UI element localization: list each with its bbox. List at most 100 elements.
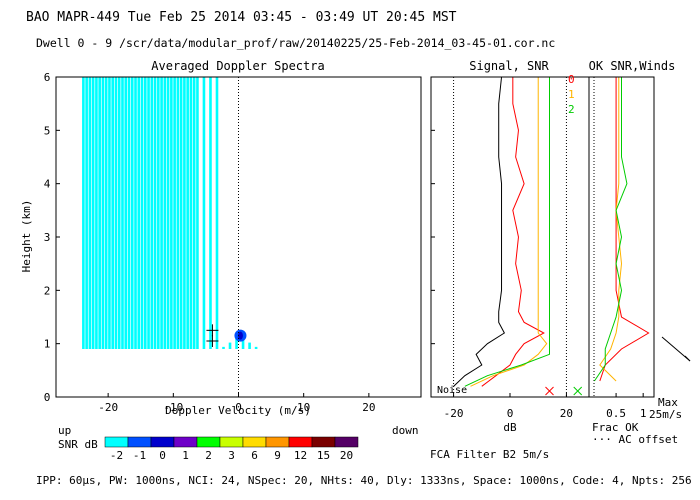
colorbar-level-label: 20 [340,449,353,462]
series-signal [453,76,506,387]
y-tick-label: 0 [44,391,51,404]
colorbar-level-label: 15 [317,449,330,462]
y-tick-label: 4 [44,178,51,191]
spectra-stripe [186,77,189,349]
colorbar-level-label: 3 [228,449,235,462]
frac-ok-series-0 [599,77,650,382]
spectra-stripe [157,77,160,349]
legend-0: 0 [568,73,575,86]
colorbar-swatch [173,436,198,448]
wind-barb-head [684,355,691,362]
x-tick-label: 0 [235,401,242,414]
spectra-stripe [121,77,124,349]
spectra-fill [82,77,258,349]
colorbar-level-label: -2 [110,449,123,462]
colorbar-snr-label: SNR dB [58,438,98,451]
colorbar-level-label: 0 [159,449,166,462]
spectra-stripe [140,77,144,349]
spectra-stripe [179,77,183,349]
colorbar-level-label: 9 [274,449,281,462]
spectra-title: Averaged Doppler Spectra [151,59,324,73]
spectra-stripe [215,77,219,349]
noise-marker [545,386,554,396]
colorbar-swatch [288,436,313,448]
max-label: Max [658,396,678,409]
signal-title: Signal, SNR [469,59,549,73]
frac-ok-series-1 [599,77,623,382]
x-tick-label: -20 [444,407,464,420]
colorbar-level-label: 2 [205,449,212,462]
spectra-stripe [108,77,111,349]
ac-offset-label: ··· AC offset [592,433,678,446]
spectra-stripe [130,77,134,349]
spectra-stripe [248,342,251,349]
spectra-stripe [88,77,92,349]
spectra-stripe [170,77,173,349]
colorbar-level-label: -1 [133,449,146,462]
signal-panel: -20 0 20 [430,76,590,420]
spectra-stripe [147,77,150,349]
colorbar-level-label: 12 [294,449,307,462]
colorbar-swatch [334,436,359,448]
colorbar-swatch [127,436,152,448]
signal-frame [430,76,590,398]
x-tick-label: 0.5 [606,407,626,420]
x-tick-label: -10 [163,401,183,414]
spectra-stripe [202,77,206,349]
spectra-stripe [124,77,128,349]
strong-echo-core [237,331,243,340]
winds-panel: 0.5 1 [588,76,691,420]
spectra-stripe [235,338,238,349]
x-tick-label: 0 [507,407,514,420]
x-tick-label: 20 [560,407,573,420]
series-snr [481,77,545,387]
x-tick-label: 10 [297,401,310,414]
colorbar-swatch [196,436,221,448]
x-axis-label: Doppler Velocity (m/s) [165,404,311,417]
signal-x-label: dB [503,421,517,434]
spectra-stripe [160,77,163,349]
series-snr-1 [470,77,548,387]
spectra-stripe [91,77,95,349]
colorbar-level-label: 6 [251,449,258,462]
series-snr-2 [464,77,550,387]
legend-1: 1 [568,88,575,101]
spectra-stripe [241,338,245,349]
header-line2: Dwell 0 - 9 /scr/data/modular_prof/raw/2… [36,36,555,50]
noise-marker [573,386,583,396]
spectra-stripe [254,346,258,349]
spectra-stripe [153,77,157,349]
y-tick-label: 6 [44,71,51,84]
colorbar-swatch [104,436,129,448]
frac-ok-series-2 [594,77,628,382]
spectra-stripe [82,77,85,349]
colorbar-swatch [265,436,290,448]
spectra-stripe [150,77,154,349]
x-tick-label: 20 [362,401,375,414]
x-tick-label: -20 [98,401,118,414]
spectra-stripe [101,77,105,349]
frac-ok-label: Frac OK [592,421,639,434]
spectra-stripe [163,77,167,349]
spectra-stripe [192,77,196,349]
spectra-stripe [222,346,225,349]
spectra-stripe [228,342,232,349]
fca-filter-label: FCA Filter B2 5m/s [430,448,549,461]
spectra-stripe [196,77,199,349]
x-tick-label: 1 [640,407,647,420]
spectra-stripe [209,77,212,349]
spectra-stripe [98,77,101,349]
spectra-stripe [95,77,98,349]
y-tick-label: 3 [44,231,51,244]
spectra-stripe [134,77,137,349]
spectra-stripe [137,77,141,349]
spectra-stripe [104,77,108,349]
spectra-stripe [183,77,186,349]
y-axis-label: Height (km) [20,200,33,273]
spectra-stripe [166,77,170,349]
colorbar-down-label: down [392,424,419,437]
noise-label: Noise [437,385,467,396]
winds-title: OK SNR,Winds [589,59,676,73]
winds-frame [588,76,655,398]
